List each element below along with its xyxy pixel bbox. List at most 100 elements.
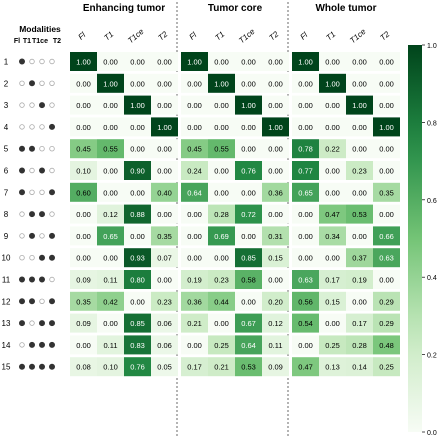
cell-value-0-0-0: 1.00 bbox=[76, 58, 91, 67]
cell-value-2-2-0: 0.00 bbox=[298, 101, 313, 110]
cell-value-2-13-0: 0.00 bbox=[298, 341, 313, 350]
heatmap-cell-2-6-2 bbox=[346, 182, 373, 202]
row-label-1: 2 bbox=[4, 79, 9, 88]
modality-dot-3-3 bbox=[49, 123, 56, 130]
heatmap-cell-0-14-1 bbox=[97, 357, 124, 377]
heatmap-cell-1-6-3 bbox=[262, 182, 289, 202]
heatmap-cell-2-2-0 bbox=[292, 95, 319, 115]
cell-value-1-0-2: 0.00 bbox=[241, 58, 256, 67]
heatmap-cell-2-12-1 bbox=[319, 313, 346, 333]
colorbar-tick-label-1: 0.2 bbox=[427, 353, 437, 360]
modality-dot-4-0 bbox=[18, 145, 25, 152]
modality-dot-10-0 bbox=[18, 276, 25, 283]
cell-value-1-2-3: 0.00 bbox=[268, 101, 283, 110]
heatmap-cell-1-5-1 bbox=[208, 161, 235, 180]
cell-value-2-12-0: 0.54 bbox=[298, 319, 313, 328]
heatmap-cell-2-1-1 bbox=[319, 73, 346, 93]
cell-value-0-9-0: 0.00 bbox=[76, 254, 91, 263]
modality-dot-5-2 bbox=[39, 167, 46, 174]
heatmap-cell-2-7-3 bbox=[373, 204, 400, 224]
heatmap-cell-2-9-1 bbox=[319, 248, 346, 268]
modality-dot-1-2 bbox=[39, 80, 45, 86]
heatmap-cell-1-11-3 bbox=[262, 291, 289, 311]
cell-value-2-8-2: 0.00 bbox=[352, 232, 367, 241]
modality-dot-5-3 bbox=[49, 167, 55, 174]
heatmap-cell-1-11-1 bbox=[208, 291, 235, 311]
cell-value-2-6-2: 0.00 bbox=[352, 188, 367, 197]
modality-dot-14-3 bbox=[49, 363, 56, 370]
cell-value-2-11-2: 0.00 bbox=[352, 297, 367, 306]
heatmap-cell-1-8-2 bbox=[235, 226, 262, 246]
cell-value-1-5-2: 0.76 bbox=[241, 167, 256, 176]
heatmap-cell-2-3-1 bbox=[319, 117, 346, 137]
heatmap-cell-1-5-3 bbox=[262, 161, 289, 180]
heatmap-cell-1-7-1 bbox=[208, 204, 235, 224]
heatmap-cell-0-3-2 bbox=[124, 117, 151, 137]
cell-value-1-4-2: 0.00 bbox=[241, 145, 256, 154]
cell-value-1-5-1: 0.00 bbox=[214, 167, 229, 176]
cell-value-2-10-0: 0.63 bbox=[298, 276, 313, 285]
cell-value-2-14-0: 0.47 bbox=[298, 363, 313, 372]
heatmap-cell-2-9-2 bbox=[346, 248, 373, 268]
heatmap-cell-2-10-2 bbox=[346, 270, 373, 289]
heatmap-cell-1-2-3 bbox=[262, 95, 289, 115]
cell-value-2-12-2: 0.17 bbox=[352, 319, 367, 328]
cell-value-1-7-0: 0.00 bbox=[187, 210, 202, 219]
group-title-1: Tumor core bbox=[208, 3, 263, 14]
modality-dot-10-3 bbox=[49, 276, 55, 283]
heatmap-cell-0-6-1 bbox=[97, 182, 124, 202]
cell-value-0-2-1: 0.00 bbox=[103, 101, 118, 110]
column-label-2-2: T1ce bbox=[348, 27, 368, 46]
cell-value-2-11-0: 0.56 bbox=[298, 297, 313, 306]
cell-value-2-4-0: 0.78 bbox=[298, 145, 313, 154]
cell-value-0-5-1: 0.00 bbox=[103, 167, 118, 176]
heatmap-cell-0-13-1 bbox=[97, 335, 124, 355]
cell-value-1-11-0: 0.36 bbox=[187, 297, 202, 306]
cell-value-1-0-0: 1.00 bbox=[187, 58, 202, 67]
cell-value-0-3-0: 0.00 bbox=[76, 123, 91, 132]
heatmap-cell-1-12-0 bbox=[181, 313, 208, 333]
column-label-2-0: Fl bbox=[298, 30, 309, 41]
cell-value-2-8-1: 0.34 bbox=[325, 232, 340, 241]
cell-value-2-1-0: 0.00 bbox=[298, 79, 313, 88]
row-label-13: 14 bbox=[2, 341, 11, 350]
heatmap-cell-2-6-1 bbox=[319, 182, 346, 202]
cell-value-0-4-1: 0.55 bbox=[103, 145, 118, 154]
cell-value-0-7-2: 0.88 bbox=[130, 210, 145, 219]
heatmap-cell-2-14-3 bbox=[373, 357, 400, 377]
heatmap-cell-2-12-2 bbox=[346, 313, 373, 333]
cell-value-1-5-3: 0.00 bbox=[268, 167, 283, 176]
heatmap-cell-2-0-3 bbox=[373, 52, 400, 71]
heatmap-cell-1-10-1 bbox=[208, 270, 235, 289]
cell-value-2-12-1: 0.00 bbox=[325, 319, 340, 328]
heatmap-cell-1-0-2 bbox=[235, 52, 262, 71]
heatmap-cell-1-11-0 bbox=[181, 291, 208, 311]
cell-value-1-14-3: 0.09 bbox=[268, 363, 283, 372]
modality-dot-0-0 bbox=[18, 58, 25, 65]
cell-value-1-2-0: 0.00 bbox=[187, 101, 202, 110]
heatmap-cell-0-14-0 bbox=[70, 357, 97, 377]
modality-dot-13-2 bbox=[39, 341, 46, 348]
heatmap-cell-2-8-2 bbox=[346, 226, 373, 246]
heatmap-cell-2-14-2 bbox=[346, 357, 373, 377]
cell-value-2-7-1: 0.47 bbox=[325, 210, 340, 219]
heatmap-cell-0-5-3 bbox=[151, 161, 178, 180]
heatmap-cell-2-8-0 bbox=[292, 226, 319, 246]
cell-value-2-9-0: 0.00 bbox=[298, 254, 313, 263]
heatmap-cell-0-11-3 bbox=[151, 291, 178, 311]
cell-value-2-0-1: 0.00 bbox=[325, 58, 340, 67]
modality-dot-6-2 bbox=[39, 189, 45, 195]
cell-value-1-10-2: 0.58 bbox=[241, 276, 256, 285]
cell-value-0-0-1: 0.00 bbox=[103, 58, 118, 67]
heatmap-cell-0-4-1 bbox=[97, 139, 124, 159]
cell-value-1-14-2: 0.53 bbox=[241, 363, 256, 372]
cell-value-2-3-3: 1.00 bbox=[379, 123, 394, 132]
modality-dot-7-0 bbox=[19, 211, 25, 217]
heatmap-cell-2-4-0 bbox=[292, 139, 319, 159]
cell-value-2-1-2: 0.00 bbox=[352, 79, 367, 88]
cell-value-1-9-3: 0.15 bbox=[268, 254, 283, 263]
cell-value-0-1-3: 0.00 bbox=[157, 79, 172, 88]
heatmap-cell-1-13-2 bbox=[235, 335, 262, 355]
column-label-0-3: T2 bbox=[156, 29, 169, 42]
